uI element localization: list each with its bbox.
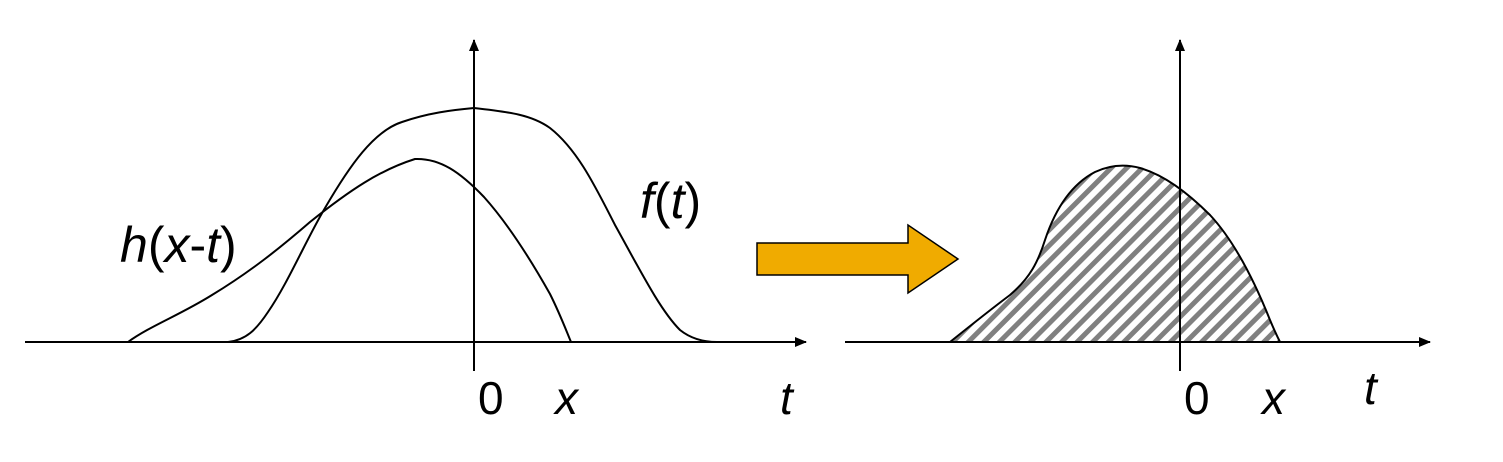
f-label-open-paren: ( — [654, 173, 671, 229]
left-x-tick-label: x — [553, 372, 580, 424]
h-label-name: h — [120, 217, 148, 273]
transform-arrow — [756, 223, 960, 295]
f-label-close-paren: ) — [684, 173, 701, 229]
h-label-close-paren: ) — [220, 217, 237, 273]
h-label-dash: - — [189, 217, 206, 273]
h-label-open-paren: ( — [148, 217, 165, 273]
f-label-t: t — [671, 173, 687, 229]
left-t-axis-label: t — [780, 372, 795, 424]
f-label: f(t) — [640, 173, 701, 229]
left-panel: h(x-t) f(t) 0 x t — [25, 39, 807, 424]
right-x-tick-label: x — [1260, 372, 1287, 424]
h-curve — [127, 157, 572, 343]
right-t-axis-label: t — [1364, 362, 1379, 414]
h-label-x: x — [162, 217, 191, 273]
h-label: h(x-t) — [120, 217, 237, 273]
right-origin-label: 0 — [1184, 372, 1210, 424]
h-label-t: t — [206, 217, 222, 273]
f-curve — [227, 107, 718, 343]
right-panel: 0 x t — [845, 39, 1431, 424]
left-origin-label: 0 — [478, 372, 504, 424]
product-area — [949, 164, 1281, 343]
